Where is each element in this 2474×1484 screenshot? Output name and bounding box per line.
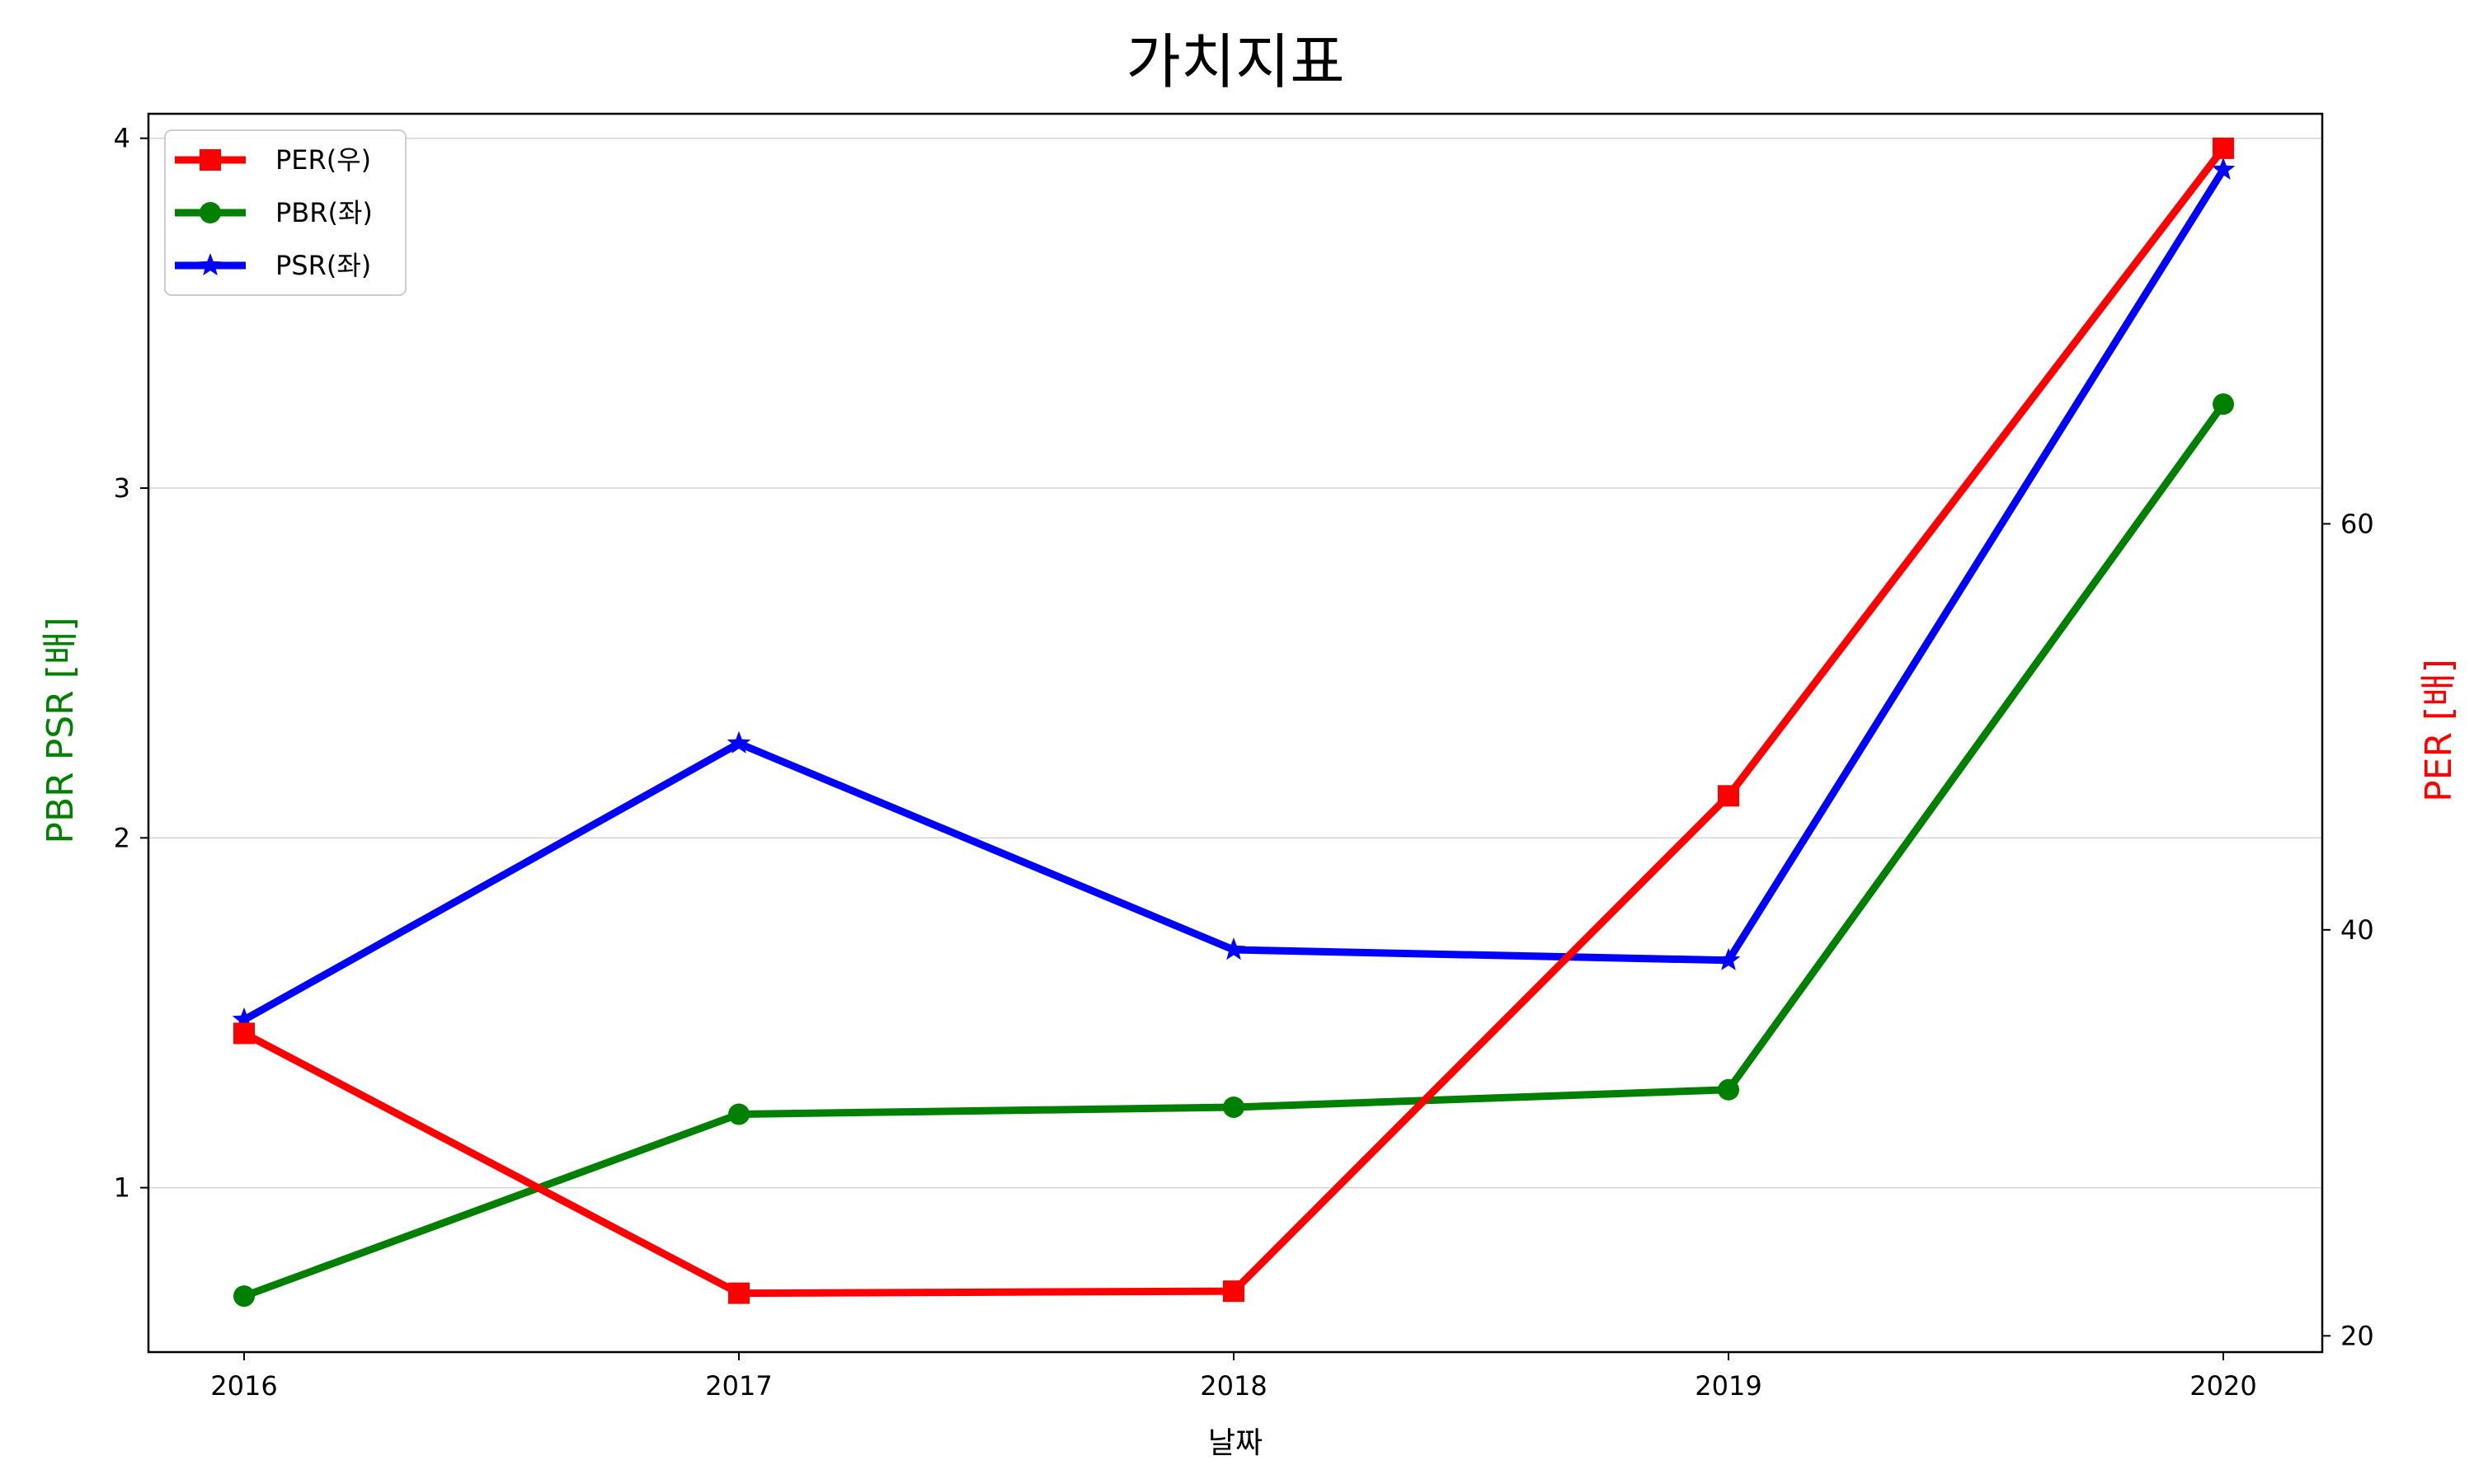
legend-box (164, 129, 407, 296)
series-pbr (233, 393, 2234, 1308)
data-point-psr (2211, 157, 2236, 180)
data-point-per (2213, 137, 2234, 159)
right-y-tick-label: 20 (2340, 1320, 2374, 1351)
data-point-pbr (1223, 1096, 1244, 1118)
legend: PER(우) PBR(좌) PSR(좌) (164, 129, 407, 296)
data-point-pbr (233, 1285, 255, 1308)
legend-entry-psr: PSR(좌) (175, 250, 371, 281)
legend-label: PER(우) (275, 144, 371, 176)
left-y-axis-title: PBR PSR [배] (40, 617, 82, 843)
left-y-tick-label: 4 (114, 123, 130, 154)
x-axis-title: 날짜 (1208, 1426, 1263, 1460)
legend-entry-pbr: PBR(좌) (175, 197, 373, 228)
series-line-per (240, 144, 2227, 1298)
legend-marker (198, 253, 223, 276)
left-y-axis: 1 2 3 4 (114, 123, 148, 1204)
right-y-tick-label: 60 (2340, 508, 2374, 539)
legend-label: PSR(좌) (275, 250, 371, 281)
legend-entry-per: PER(우) (175, 144, 371, 176)
legend-marker (200, 149, 221, 171)
x-tick-label: 2019 (1695, 1370, 1761, 1402)
data-point-pbr (2213, 393, 2234, 416)
data-point-per (728, 1282, 750, 1304)
series-layer (232, 137, 2236, 1308)
plot-frame (147, 112, 2324, 1354)
x-axis: 2016 2017 2018 2019 2020 (210, 1352, 2257, 1402)
data-point-psr (1221, 937, 1246, 960)
series-per (233, 137, 2234, 1304)
chart-title: 가치지표 (1126, 27, 1345, 96)
left-y-tick-label: 3 (114, 472, 130, 504)
data-point-per (233, 1022, 255, 1045)
right-y-tick-label: 40 (2340, 914, 2374, 946)
left-y-tick-label: 1 (114, 1172, 130, 1204)
x-tick-label: 2020 (2189, 1370, 2256, 1402)
data-point-psr (232, 1007, 256, 1031)
series-psr (232, 157, 2236, 1031)
left-y-tick-label: 2 (114, 822, 130, 853)
data-point-psr (727, 730, 751, 754)
data-point-per (1223, 1280, 1244, 1303)
right-y-axis: 20 40 60 (2322, 508, 2374, 1351)
legend-label: PBR(좌) (275, 197, 373, 228)
x-tick-label: 2016 (210, 1370, 277, 1402)
x-tick-label: 2018 (1200, 1370, 1267, 1402)
x-tick-label: 2017 (705, 1370, 772, 1402)
gridlines (148, 137, 2322, 1189)
data-point-pbr (728, 1103, 750, 1125)
data-point-pbr (1718, 1078, 1739, 1101)
data-point-per (1718, 785, 1739, 807)
legend-marker (200, 202, 221, 223)
data-point-psr (1716, 947, 1741, 970)
right-y-axis-title: PER [배] (2418, 659, 2460, 802)
series-line-psr (240, 166, 2227, 1024)
